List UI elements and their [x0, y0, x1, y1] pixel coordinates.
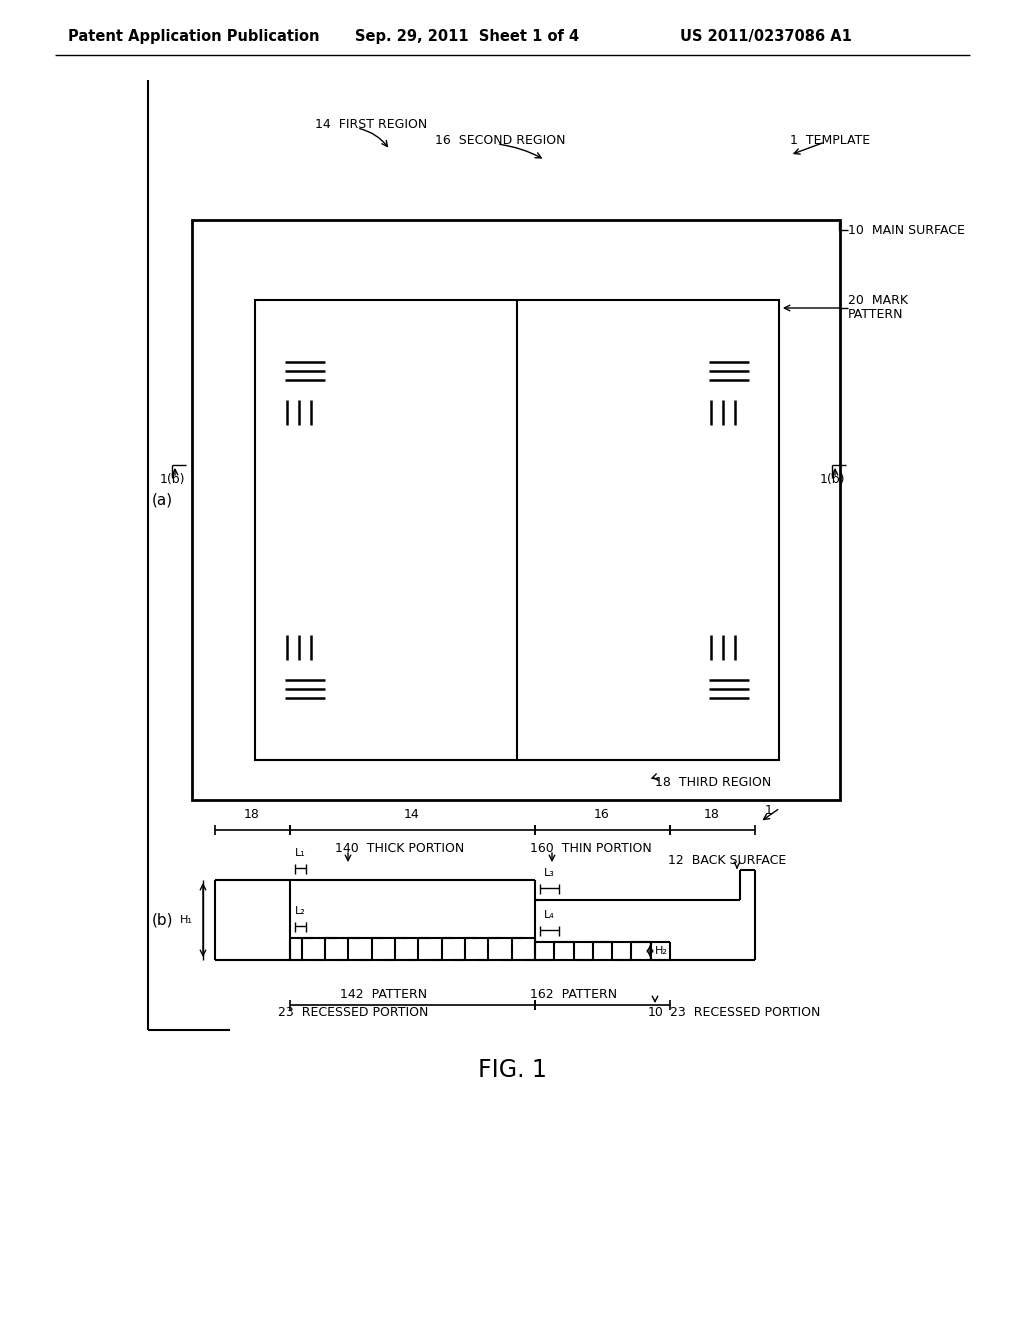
- Text: 18: 18: [705, 808, 720, 821]
- Text: (a): (a): [152, 492, 173, 507]
- Text: 10  MAIN SURFACE: 10 MAIN SURFACE: [848, 223, 965, 236]
- Text: 14  FIRST REGION: 14 FIRST REGION: [315, 119, 427, 132]
- Text: L₄: L₄: [544, 909, 554, 920]
- Text: 20  MARK: 20 MARK: [848, 293, 908, 306]
- Text: L₂: L₂: [295, 906, 305, 916]
- Text: 1: 1: [765, 804, 773, 817]
- Text: 10: 10: [648, 1006, 664, 1019]
- Text: Sep. 29, 2011  Sheet 1 of 4: Sep. 29, 2011 Sheet 1 of 4: [355, 29, 580, 45]
- Bar: [193, 220, 840, 800]
- Text: PATTERN: PATTERN: [848, 309, 903, 322]
- Text: 18  THIRD REGION: 18 THIRD REGION: [655, 776, 771, 789]
- Text: 1(b): 1(b): [160, 474, 185, 487]
- Text: 1(b): 1(b): [820, 474, 846, 487]
- Text: 23  RECESSED PORTION: 23 RECESSED PORTION: [670, 1006, 820, 1019]
- Text: 16: 16: [594, 808, 610, 821]
- Text: 140  THICK PORTION: 140 THICK PORTION: [335, 842, 464, 854]
- Text: (b): (b): [152, 912, 173, 928]
- Text: 14: 14: [404, 808, 420, 821]
- Text: 162  PATTERN: 162 PATTERN: [530, 989, 617, 1002]
- Text: L₃: L₃: [544, 869, 554, 878]
- Text: H₂: H₂: [655, 946, 668, 956]
- Text: 23  RECESSED PORTION: 23 RECESSED PORTION: [278, 1006, 428, 1019]
- Text: US 2011/0237086 A1: US 2011/0237086 A1: [680, 29, 852, 45]
- Text: 1  TEMPLATE: 1 TEMPLATE: [790, 133, 870, 147]
- Bar: [255, 300, 779, 760]
- Text: 160  THIN PORTION: 160 THIN PORTION: [530, 842, 651, 854]
- Text: H₁: H₁: [180, 915, 193, 925]
- Text: 16  SECOND REGION: 16 SECOND REGION: [435, 133, 565, 147]
- Text: 142  PATTERN: 142 PATTERN: [340, 989, 427, 1002]
- Text: L₁: L₁: [295, 847, 305, 858]
- Text: 12  BACK SURFACE: 12 BACK SURFACE: [668, 854, 786, 866]
- Text: FIG. 1: FIG. 1: [477, 1059, 547, 1082]
- Text: Patent Application Publication: Patent Application Publication: [68, 29, 319, 45]
- Text: 18: 18: [244, 808, 260, 821]
